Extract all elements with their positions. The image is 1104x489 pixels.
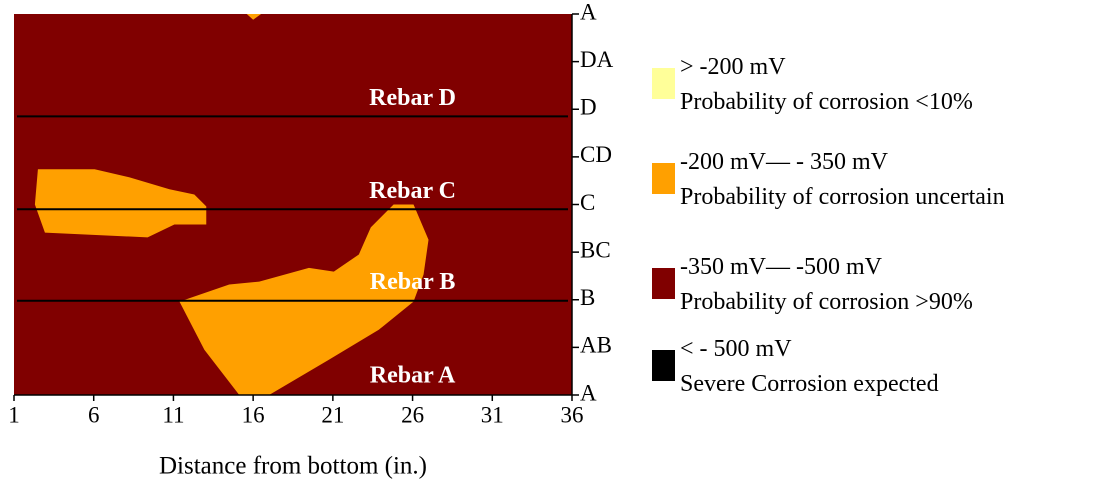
legend-swatch	[652, 163, 675, 194]
legend-item: < - 500 mV Severe Corrosion expected	[650, 332, 1104, 402]
legend-range: > -200 mV	[680, 54, 786, 80]
x-tick-label: 1	[8, 402, 20, 427]
rebar-label: Rebar D	[369, 85, 456, 111]
legend-item: -350 mV— -500 mV Probability of corrosion…	[650, 250, 1104, 320]
x-tick-label: 16	[242, 402, 265, 427]
x-tick-label: 11	[162, 402, 184, 427]
rebar-label: Rebar A	[370, 363, 456, 389]
y-tick-label: D	[580, 95, 597, 120]
y-tick-label: CD	[580, 142, 612, 167]
x-axis-label: Distance from bottom (in.)	[159, 453, 427, 480]
legend-swatch	[652, 350, 675, 381]
legend-swatch	[652, 268, 675, 299]
x-tick-label: 26	[401, 402, 424, 427]
legend-swatch	[652, 68, 675, 99]
y-tick-label: C	[580, 190, 595, 215]
legend-item: -200 mV— - 350 mV Probability of corrosio…	[650, 145, 1104, 215]
x-tick-label: 21	[321, 402, 344, 427]
legend-description: Probability of corrosion >90%	[680, 289, 973, 315]
contour-region	[246, 14, 262, 20]
contour-region	[34, 169, 207, 238]
x-tick-label: 6	[88, 402, 100, 427]
legend-item: > -200 mV Probability of corrosion <10%	[650, 50, 1104, 120]
y-tick-label: DA	[580, 47, 614, 72]
legend-description: Probability of corrosion <10%	[680, 89, 973, 115]
legend-range: -200 mV— - 350 mV	[680, 149, 888, 175]
legend-description: Probability of corrosion uncertain	[680, 184, 1005, 210]
legend-range: -350 mV— -500 mV	[680, 254, 882, 280]
y-tick-label: A	[580, 0, 597, 24]
rebar-label: Rebar C	[369, 178, 456, 204]
x-tick-label: 36	[561, 402, 584, 427]
x-tick-label: 31	[481, 402, 504, 427]
rebar-label: Rebar B	[370, 269, 456, 295]
y-tick-label: A	[580, 380, 597, 405]
legend-description: Severe Corrosion expected	[680, 371, 939, 397]
y-tick-label: BC	[580, 237, 611, 262]
legend-range: < - 500 mV	[680, 336, 792, 362]
y-tick-label: AB	[580, 333, 612, 358]
y-tick-label: B	[580, 285, 595, 310]
